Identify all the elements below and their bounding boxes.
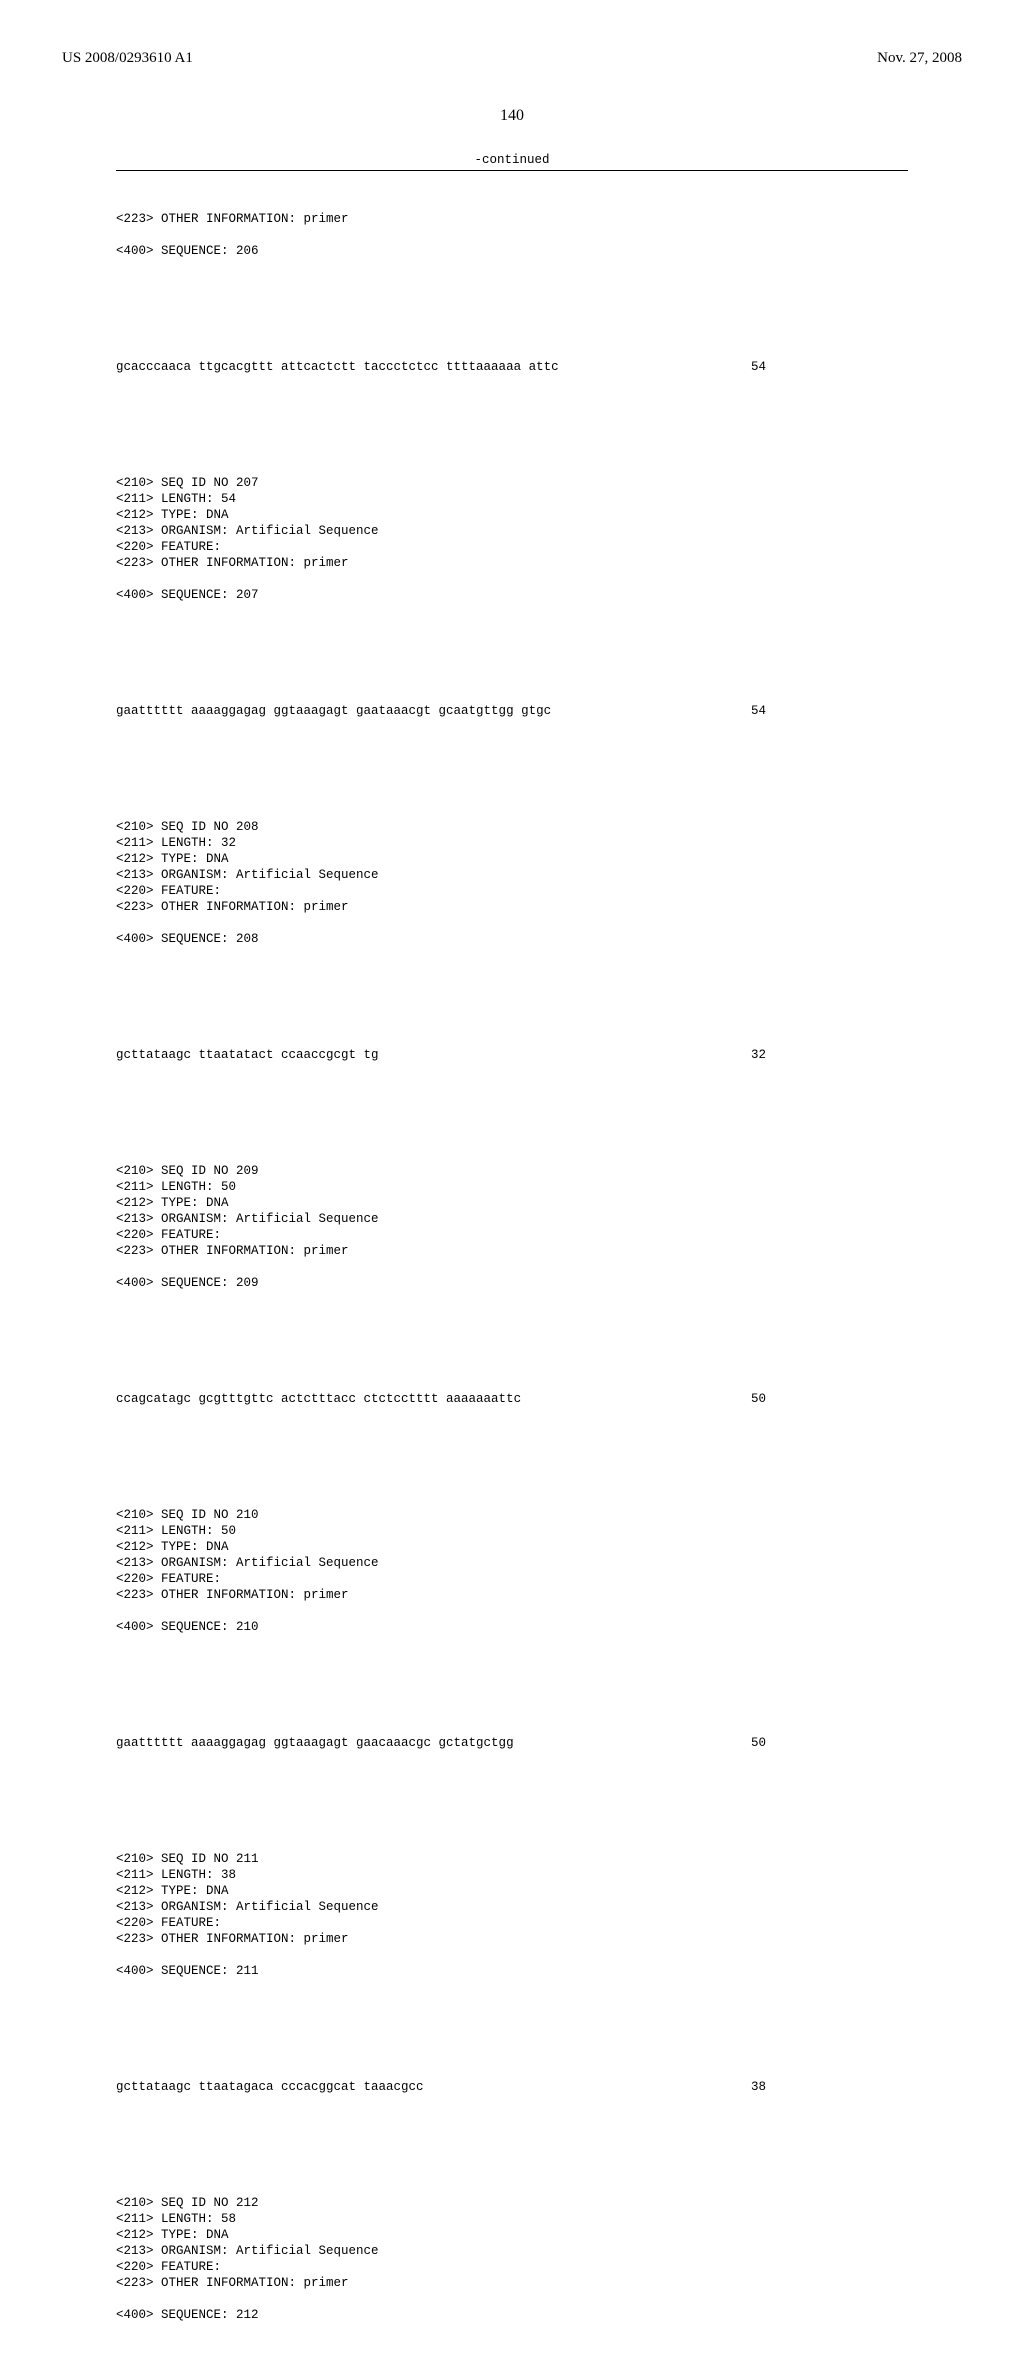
publication-number: US 2008/0293610 A1 — [62, 50, 193, 67]
sequence-meta: <210> SEQ ID NO 211 <211> LENGTH: 38 <21… — [116, 1851, 908, 1979]
sequence-text: ccagcatagc gcgtttgttc actctttacc ctctcct… — [116, 1391, 521, 1407]
sequence-entry: <210> SEQ ID NO 211 <211> LENGTH: 38 <21… — [116, 1819, 908, 2011]
sequence-meta: <210> SEQ ID NO 207 <211> LENGTH: 54 <21… — [116, 475, 908, 603]
sequence-meta: <210> SEQ ID NO 210 <211> LENGTH: 50 <21… — [116, 1507, 908, 1635]
sequence-line: gaatttttt aaaaggagag ggtaaagagt gaacaaac… — [116, 1703, 908, 1783]
page-number: 140 — [0, 73, 1024, 153]
sequence-entry: <210> SEQ ID NO 209 <211> LENGTH: 50 <21… — [116, 1131, 908, 1323]
sequence-meta: <210> SEQ ID NO 209 <211> LENGTH: 50 <21… — [116, 1163, 908, 1291]
sequence-entry: <210> SEQ ID NO 208 <211> LENGTH: 32 <21… — [116, 787, 908, 979]
continued-label: -continued — [116, 153, 908, 170]
sequence-line: gaatttttt aaaaggagag ggtaaagagt gaataaac… — [116, 671, 908, 751]
sequence-meta: <210> SEQ ID NO 212 <211> LENGTH: 58 <21… — [116, 2195, 908, 2323]
sequence-length: 38 — [751, 2079, 908, 2095]
sequence-entry: <210> SEQ ID NO 207 <211> LENGTH: 54 <21… — [116, 443, 908, 635]
sequence-length: 54 — [751, 359, 908, 375]
sequence-length: 54 — [751, 703, 908, 719]
sequence-length: 50 — [751, 1391, 908, 1407]
horizontal-rule — [116, 170, 908, 171]
sequence-line: gcttataagc ttaatagaca cccacggcat taaacgc… — [116, 2047, 908, 2127]
sequence-text: gaatttttt aaaaggagag ggtaaagagt gaacaaac… — [116, 1735, 514, 1751]
sequence-entry: <210> SEQ ID NO 210 <211> LENGTH: 50 <21… — [116, 1475, 908, 1667]
sequence-line: gcacccaaca ttgcacgttt attcactctt taccctc… — [116, 327, 908, 407]
sequence-meta: <223> OTHER INFORMATION: primer <400> SE… — [116, 211, 908, 259]
sequence-text: gaatttttt aaaaggagag ggtaaagagt gaataaac… — [116, 703, 551, 719]
sequence-listing-content: -continued <223> OTHER INFORMATION: prim… — [0, 153, 1024, 2355]
sequence-length: 50 — [751, 1735, 908, 1751]
sequence-entry: <210> SEQ ID NO 212 <211> LENGTH: 58 <21… — [116, 2163, 908, 2355]
sequence-text: gcacccaaca ttgcacgttt attcactctt taccctc… — [116, 359, 559, 375]
page-header: US 2008/0293610 A1 Nov. 27, 2008 — [0, 0, 1024, 73]
sequence-text: gcttataagc ttaatatact ccaaccgcgt tg — [116, 1047, 379, 1063]
sequence-text: gcttataagc ttaatagaca cccacggcat taaacgc… — [116, 2079, 424, 2095]
sequence-meta: <210> SEQ ID NO 208 <211> LENGTH: 32 <21… — [116, 819, 908, 947]
sequence-line: ccagcatagc gcgtttgttc actctttacc ctctcct… — [116, 1359, 908, 1439]
sequence-line: gcttataagc ttaatatact ccaaccgcgt tg 32 — [116, 1015, 908, 1095]
sequence-length: 32 — [751, 1047, 908, 1063]
publication-date: Nov. 27, 2008 — [877, 50, 962, 67]
sequence-entry: <223> OTHER INFORMATION: primer <400> SE… — [116, 179, 908, 291]
